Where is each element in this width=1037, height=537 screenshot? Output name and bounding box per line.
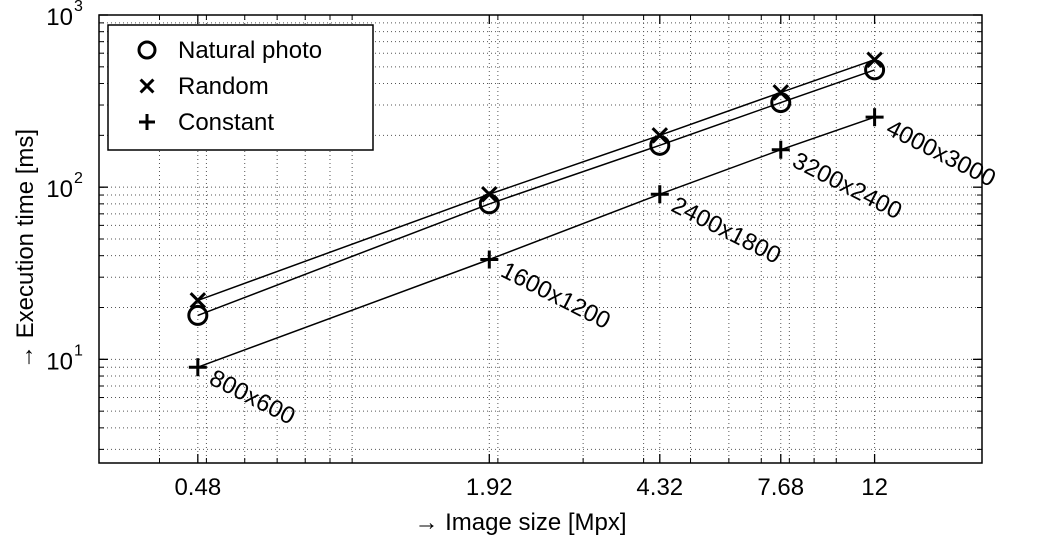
data-point-x — [772, 84, 790, 101]
data-point-plus — [188, 358, 207, 377]
legend-label: Constant — [178, 109, 274, 136]
data-point-x — [189, 292, 207, 309]
y-tick-exponent: 3 — [74, 0, 83, 15]
data-point-plus — [865, 108, 884, 127]
x-stroke — [866, 51, 883, 68]
x-tick-label: 7.68 — [757, 474, 804, 501]
legend-label: Random — [178, 73, 269, 100]
x-stroke — [139, 78, 155, 94]
data-point-plus — [771, 140, 790, 159]
x-stroke — [772, 84, 790, 101]
legend-marker-plus — [139, 114, 155, 130]
series-line-0 — [197, 69, 875, 317]
legend-label: Natural photo — [178, 37, 322, 64]
data-point-x — [651, 127, 669, 144]
series-markers — [187, 51, 886, 377]
x-stroke — [189, 292, 207, 309]
x-axis-label: → Image size [Mpx] — [414, 509, 626, 536]
y-tick-label: 10 — [46, 4, 73, 31]
data-point-circle — [187, 304, 209, 326]
legend: Natural photo Random Constant — [107, 24, 374, 151]
y-tick-exponent: 2 — [74, 170, 83, 187]
x-stroke — [481, 185, 498, 203]
plot-frame — [98, 14, 983, 464]
x-stroke — [651, 127, 669, 144]
legend-marker-x — [139, 78, 155, 94]
x-tick-label: 4.32 — [636, 474, 683, 501]
data-point-plus — [650, 185, 669, 204]
y-tick-exponent: 1 — [74, 342, 83, 359]
legend-marker-circle — [137, 40, 157, 60]
data-point-x — [866, 51, 883, 68]
data-point-plus — [480, 250, 499, 269]
x-tick-label: 12 — [861, 474, 888, 501]
x-tick-label: 0.48 — [174, 474, 221, 501]
data-point-x — [481, 185, 498, 203]
x-tick-label: 1.92 — [466, 474, 513, 501]
y-tick-label: 10 — [46, 176, 73, 203]
y-tick-label: 10 — [46, 348, 73, 375]
y-axis-label: → Execution time [ms] — [12, 129, 39, 369]
